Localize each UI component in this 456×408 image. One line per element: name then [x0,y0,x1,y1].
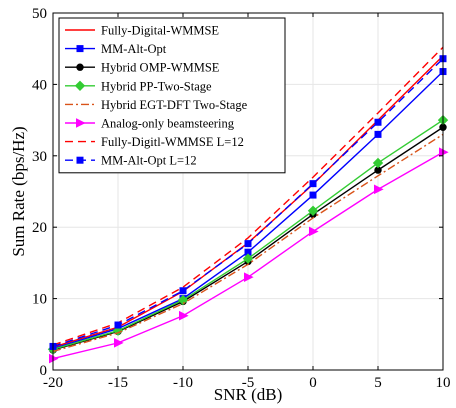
y-axis-label: Sum Rate (bps/Hz) [9,126,28,256]
data-point [76,63,84,71]
series-layer [47,46,449,364]
legend-item: Fully-Digital-WMMSE [65,24,219,38]
data-point [76,156,84,164]
data-point [307,205,319,216]
x-tick-label: 10 [436,375,451,391]
y-tick-label: 20 [32,220,47,236]
data-point [244,272,254,282]
x-tick-label: -15 [108,375,128,391]
x-tick-label: 5 [374,375,382,391]
data-point [374,130,382,138]
legend-label: Hybrid OMP-WMMSE [101,61,220,75]
data-point [74,80,86,92]
legend-item: Hybrid OMP-WMMSE [65,61,220,75]
data-point [374,184,384,195]
y-tick-label: 0 [40,363,48,379]
legend-label: MM-Alt-Opt [101,42,167,56]
data-point [309,180,317,188]
legend-label: Analog-only beamsteering [101,117,235,131]
x-tick-label: 0 [309,375,317,391]
data-point [76,45,84,53]
data-point [177,294,189,306]
data-point [309,226,319,237]
legend-box [58,17,286,174]
y-tick-label: 10 [32,292,47,308]
x-tick-label: -10 [173,375,193,391]
legend-label: Hybrid PP-Two-Stage [101,79,212,93]
legend-item: Fully-Digitl-WMMSE L=12 [65,135,244,149]
x-axis-label: SNR (dB) [214,385,282,404]
legend: Fully-Digital-WMMSE MM-Alt-Opt Hybrid OMP-… [58,17,286,174]
legend-label: Hybrid EGT-DFT Two-Stage [101,98,248,112]
data-point [309,191,317,199]
data-point [242,253,254,264]
x-tick-label: -20 [43,375,63,391]
legend-item: MM-Alt-Opt L=12 [65,154,197,168]
legend-item: MM-Alt-Opt [65,42,167,56]
legend-item: Analog-only beamsteering [65,117,235,131]
data-point [114,321,122,329]
data-point [114,338,124,348]
data-point [244,240,252,248]
x-tick-label: -5 [242,375,255,391]
data-point [76,118,86,128]
legend-item: Hybrid PP-Two-Stage [65,79,212,93]
data-point [372,157,384,169]
y-tick-label: 40 [32,77,47,93]
legend-label: MM-Alt-Opt L=12 [101,154,197,168]
data-point [179,287,187,295]
y-tick-label: 30 [32,149,47,165]
data-point [179,310,189,321]
y-tick-label: 50 [32,6,47,22]
ticks: -20 -15 -10 -5 0 5 10 0 10 20 30 40 50 [32,6,451,391]
data-point [374,118,382,126]
legend-label: Fully-Digitl-WMMSE L=12 [101,135,244,149]
legend-item: Hybrid EGT-DFT Two-Stage [65,98,248,112]
series-line [52,133,444,353]
legend-label: Fully-Digital-WMMSE [101,24,219,38]
series-5 [52,133,444,353]
